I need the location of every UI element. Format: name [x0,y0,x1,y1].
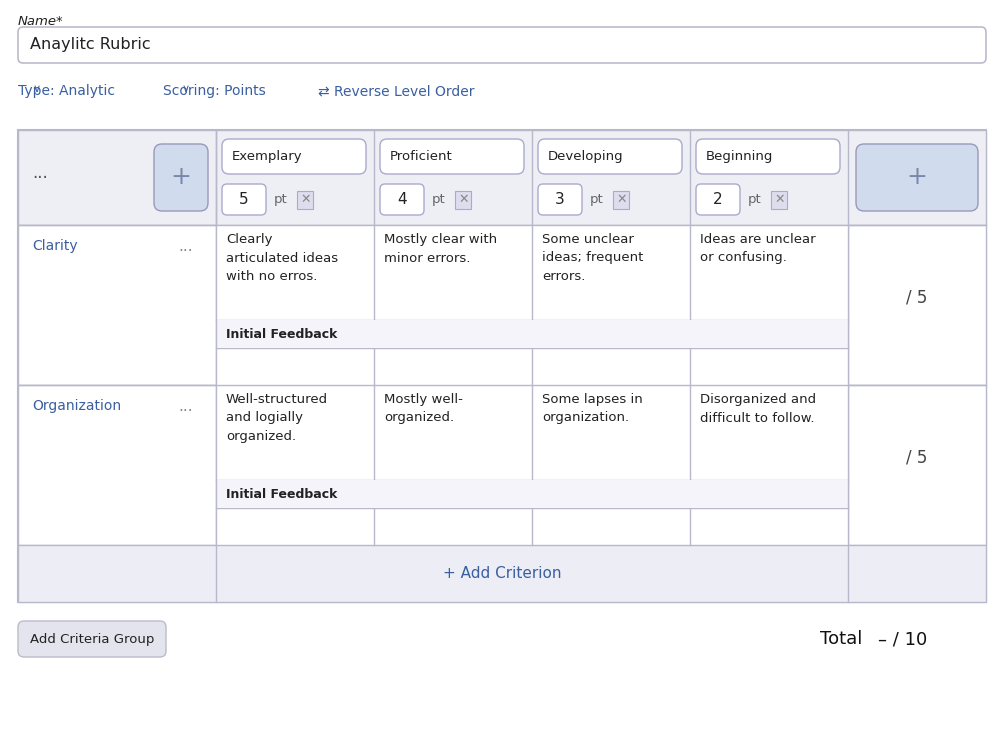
Text: Exemplary: Exemplary [232,150,302,163]
FancyBboxPatch shape [18,27,985,63]
FancyBboxPatch shape [538,184,582,215]
Bar [689,348,848,385]
Text: pt: pt [590,193,603,206]
Text: Organization: Organization [32,399,121,413]
Text: pt: pt [747,193,761,206]
FancyBboxPatch shape [695,184,739,215]
Bar [18,385,216,545]
Text: ✕: ✕ [457,193,468,206]
Text: ✕: ✕ [300,193,310,206]
Text: 2: 2 [712,192,722,207]
FancyBboxPatch shape [538,139,681,174]
Bar [374,508,532,545]
Bar [374,385,532,480]
Text: Well-structured
and logially
organized.: Well-structured and logially organized. [226,393,328,443]
Bar [848,225,985,385]
Text: Beginning: Beginning [705,150,772,163]
Text: Ideas are unclear
or confusing.: Ideas are unclear or confusing. [699,233,814,264]
Text: / 5: / 5 [906,448,927,466]
FancyBboxPatch shape [18,621,165,657]
Text: Add Criteria Group: Add Criteria Group [30,632,154,646]
Text: Proficient: Proficient [389,150,452,163]
FancyBboxPatch shape [222,184,266,215]
Text: Developing: Developing [548,150,623,163]
Text: ✕: ✕ [773,193,783,206]
Bar [18,545,985,602]
Bar [689,508,848,545]
Text: Disorganized and
difficult to follow.: Disorganized and difficult to follow. [699,393,815,425]
Bar [216,348,374,385]
Bar [374,225,532,320]
Text: Type: Analytic: Type: Analytic [18,84,115,98]
Text: pt: pt [431,193,445,206]
Text: ✕: ✕ [616,193,626,206]
FancyBboxPatch shape [153,144,208,211]
Bar [18,130,985,602]
Text: ...: ... [32,165,48,182]
Text: ...: ... [178,239,193,254]
Text: Name*: Name* [18,15,63,28]
Text: Clarity: Clarity [32,239,77,253]
Bar [216,320,848,348]
Text: Total: Total [819,630,862,648]
Text: Some lapses in
organization.: Some lapses in organization. [542,393,642,425]
Text: Initial Feedback: Initial Feedback [226,488,337,501]
Text: 5: 5 [239,192,249,207]
Bar [848,385,985,545]
Text: Initial Feedback: Initial Feedback [226,327,337,340]
Bar [689,225,848,320]
FancyBboxPatch shape [222,139,366,174]
FancyBboxPatch shape [695,139,840,174]
Bar [18,130,985,225]
Text: 4: 4 [397,192,406,207]
Text: 3: 3 [555,192,565,207]
Text: / 5: / 5 [906,288,927,306]
Text: Scoring: Points: Scoring: Points [162,84,266,98]
Bar [216,225,374,320]
Bar [532,385,689,480]
Bar [532,225,689,320]
Bar [216,385,374,480]
Bar [532,348,689,385]
Bar [18,225,216,385]
Text: +: + [171,165,192,190]
Bar [532,508,689,545]
Text: – / 10: – / 10 [878,630,927,648]
FancyBboxPatch shape [379,184,423,215]
Text: Mostly clear with
minor errors.: Mostly clear with minor errors. [383,233,496,264]
Text: Anaylitc Rubric: Anaylitc Rubric [30,37,150,53]
Text: ...: ... [178,399,193,414]
Bar [689,385,848,480]
Text: Some unclear
ideas; frequent
errors.: Some unclear ideas; frequent errors. [542,233,643,283]
Text: ∨: ∨ [168,84,190,94]
Text: ∨: ∨ [26,84,41,94]
Bar [216,508,374,545]
Text: Mostly well-
organized.: Mostly well- organized. [383,393,462,425]
Text: +: + [906,165,927,190]
FancyBboxPatch shape [856,144,977,211]
Text: pt: pt [274,193,288,206]
FancyBboxPatch shape [379,139,524,174]
Text: + Add Criterion: + Add Criterion [442,566,561,581]
Text: Clearly
articulated ideas
with no erros.: Clearly articulated ideas with no erros. [226,233,338,283]
Bar [374,348,532,385]
Text: ⇄ Reverse Level Order: ⇄ Reverse Level Order [318,84,474,98]
Bar [216,480,848,508]
